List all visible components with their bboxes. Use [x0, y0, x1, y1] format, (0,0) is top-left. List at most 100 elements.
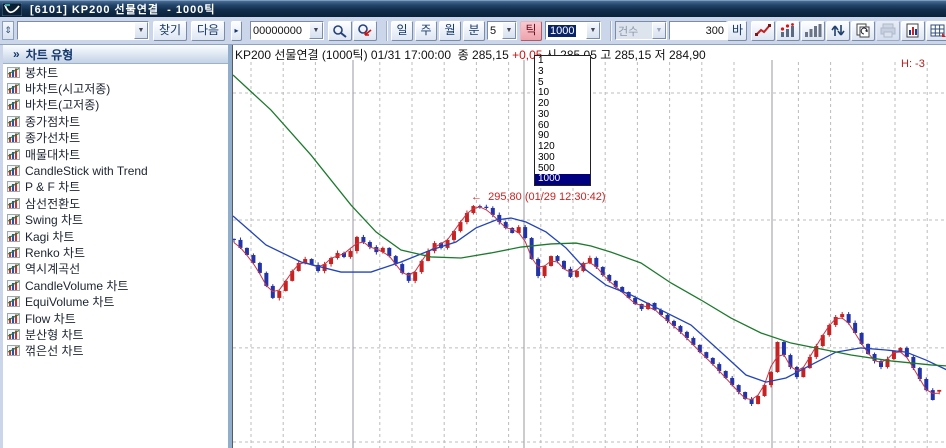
sidebar-item-label: 삼선전환도 [25, 196, 81, 211]
minute-combobox[interactable]: 5 ▼ [487, 21, 517, 40]
sort-updown-icon[interactable] [826, 20, 850, 41]
tick-option-60[interactable]: 60 [538, 119, 550, 131]
minute-value: 5 [490, 24, 497, 37]
sidebar-item-label: Swing 차트 [25, 213, 84, 228]
histogram-signal-icon[interactable] [776, 20, 800, 41]
sidebar-item-label: 꺾은선 차트 [25, 344, 84, 359]
sidebar-item-label: 종가점차트 [25, 114, 81, 129]
tick-option-120[interactable]: 120 [538, 141, 555, 152]
title-bar[interactable]: [6101] KP200 선물연결 - 1000틱 [0, 0, 946, 17]
trendline-icon[interactable] [751, 20, 775, 41]
period-button-월[interactable]: 월 [439, 20, 461, 41]
tick-option-1[interactable]: 1 [538, 55, 544, 66]
sidebar-item-label: P & F 차트 [25, 180, 81, 195]
sidebar-item-chart-type[interactable]: 역시계곡선 [3, 261, 228, 277]
copy-page-icon[interactable] [851, 20, 875, 41]
tick-option-5[interactable]: 5 [538, 76, 544, 88]
sidebar-item-label: 종가선차트 [25, 131, 81, 146]
chart-header: KP200 선물연결 (1000틱) 01/31 17:00:00 종 285,… [235, 48, 706, 62]
tick-button[interactable]: 틱 [520, 20, 542, 41]
tick-option-500[interactable]: 500 [538, 162, 555, 174]
sidebar-item-label: EquiVolume 차트 [25, 295, 115, 310]
chevron-down-icon: ▼ [652, 22, 666, 39]
tick-option-3[interactable]: 3 [538, 65, 544, 77]
sidebar-item-label: 바차트(시고저종) [25, 82, 111, 97]
toolbar-grip-icon[interactable]: ⇕ [2, 21, 14, 40]
chevron-down-icon[interactable]: ▼ [502, 22, 516, 39]
sidebar-item-chart-type[interactable]: P & F 차트 [3, 179, 228, 195]
print-icon [876, 20, 900, 41]
sidebar-item-chart-type[interactable]: 삼선전환도 [3, 195, 228, 211]
search-back-icon[interactable] [353, 20, 377, 41]
count-label: 건수 [618, 25, 639, 38]
grid-table-icon[interactable] [926, 20, 946, 41]
sidebar-item-chart-type[interactable]: Swing 차트 [3, 212, 228, 228]
chevron-down-icon[interactable]: ▼ [586, 22, 600, 39]
tick-option-300[interactable]: 300 [538, 151, 555, 163]
sidebar-item-label: CandleVolume 차트 [25, 278, 129, 293]
tick-size-combobox[interactable]: 1000 ▼ [545, 21, 601, 40]
period-button-분[interactable]: 분 [463, 20, 485, 41]
report-chart-icon[interactable] [901, 20, 925, 41]
sidebar-item-chart-type[interactable]: 바차트(고저종) [3, 97, 228, 113]
tick-size-dropdown-list: 1 3 5 10 20 30 60 90 120 300 500 1000 [534, 55, 591, 186]
find-button[interactable]: 찾기 [153, 20, 187, 41]
period-button-일[interactable]: 일 [391, 20, 413, 41]
chevron-down-icon[interactable]: ▼ [134, 22, 148, 39]
period-button-주[interactable]: 주 [415, 20, 437, 41]
sidebar-item-chart-type[interactable]: Flow 차트 [3, 310, 228, 326]
sidebar-item-chart-type[interactable]: 바차트(시고저종) [3, 80, 228, 96]
sidebar-item-label: Flow 차트 [25, 311, 76, 326]
sidebar-item-chart-type[interactable]: 분산형 차트 [3, 326, 228, 342]
sidebar-item-chart-type[interactable]: 봉차트 [3, 64, 228, 80]
sidebar-item-label: 바차트(고저종) [25, 98, 100, 113]
sidebar-item-chart-type[interactable]: Kagi 차트 [3, 228, 228, 244]
chevron-down-icon[interactable]: ▼ [309, 22, 323, 39]
histogram-icon[interactable] [801, 20, 825, 41]
tick-option-1000[interactable]: 1000 [535, 173, 590, 185]
bar-count-value: 300 [705, 24, 724, 37]
sidebar-item-label: 매물대차트 [25, 147, 81, 162]
sidebar-item-label: CandleStick with Trend [25, 163, 148, 178]
candlestick-chart[interactable] [233, 45, 946, 448]
sidebar-expand-button[interactable]: ▸ [231, 20, 242, 41]
tick-option-90[interactable]: 90 [538, 130, 550, 142]
chart-tool-icon-group [751, 20, 946, 41]
tick-option-30[interactable]: 30 [538, 108, 550, 120]
sidebar-item-chart-type[interactable]: 매물대차트 [3, 146, 228, 162]
search-combobox[interactable]: ▼ [17, 21, 149, 40]
next-button[interactable]: 다음 [191, 20, 225, 41]
h-value-label: H: -3 [901, 58, 925, 70]
sidebar-item-chart-type[interactable]: CandleStick with Trend [3, 162, 228, 178]
sidebar-item-label: 봉차트 [25, 65, 59, 80]
bar-count-input[interactable]: 300 [669, 21, 727, 40]
sidebar-item-chart-type[interactable]: EquiVolume 차트 [3, 293, 228, 309]
toolbar-separator [610, 20, 612, 41]
symbol-code-value: 00000000 [253, 24, 302, 37]
symbol-code-combobox[interactable]: 00000000 ▼ [250, 21, 324, 40]
sidebar-item-chart-type[interactable]: Renko 차트 [3, 244, 228, 260]
peak-annotation: ← 295,80 (01/29 12:30:42) [471, 191, 606, 203]
sidebar-item-label: 역시계곡선 [25, 262, 81, 277]
search-icon[interactable] [328, 20, 352, 41]
tick-option-20[interactable]: 20 [538, 98, 550, 109]
sidebar-item-label: Renko 차트 [25, 246, 86, 260]
sidebar-item-label: Kagi 차트 [25, 229, 75, 244]
tick-option-10[interactable]: 10 [538, 87, 550, 99]
count-combobox-disabled: 건수 ▼ [615, 21, 667, 40]
chart-type-list: 봉차트 바차트(시고저종) 바차트(고저종) 종가점차트 종가선차트 매물대차트 Candl… [3, 64, 228, 359]
app-logo-icon [2, 2, 22, 16]
chevrons-right-icon: » [13, 47, 20, 61]
chart-panel[interactable]: KP200 선물연결 (1000틱) 01/31 17:00:00 종 285,… [232, 45, 946, 448]
sidebar-item-chart-type[interactable]: 종가점차트 [3, 113, 228, 129]
bar-unit-button[interactable]: 바 [727, 20, 747, 41]
sidebar-header[interactable]: » 차트 유형 [3, 45, 228, 64]
sidebar-item-chart-type[interactable]: CandleVolume 차트 [3, 277, 228, 293]
sidebar-item-chart-type[interactable]: 꺾은선 차트 [3, 343, 228, 359]
toolbar-separator [386, 20, 388, 41]
sidebar-item-chart-type[interactable]: 종가선차트 [3, 130, 228, 146]
